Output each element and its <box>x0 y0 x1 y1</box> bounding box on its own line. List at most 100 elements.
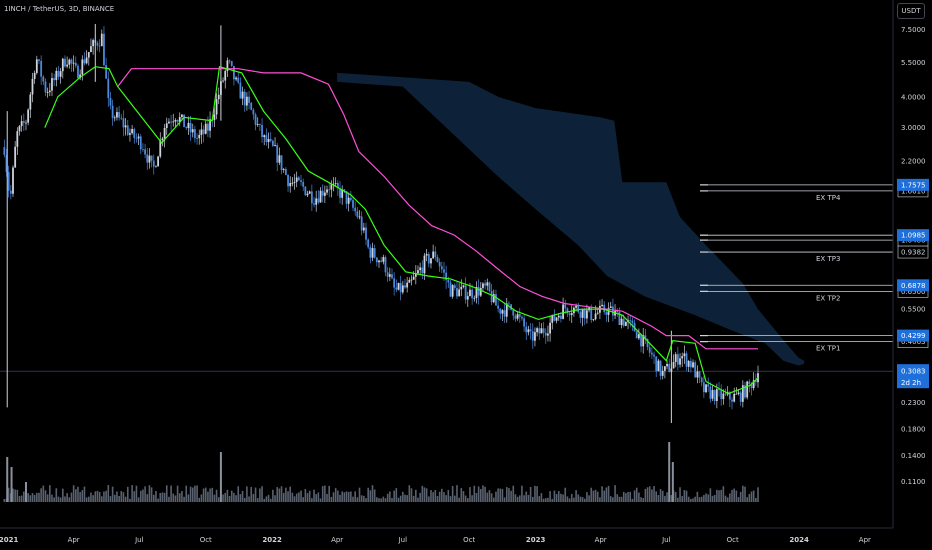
candle-body <box>458 289 461 297</box>
candle-body <box>388 274 391 277</box>
candle-body <box>77 65 79 79</box>
volume-bar <box>512 485 515 502</box>
volume-bar <box>313 489 315 502</box>
volume-bar <box>633 490 636 502</box>
volume-bar <box>207 491 209 502</box>
target-label: EX TP2 <box>816 294 840 302</box>
candle-body <box>575 305 577 308</box>
candle-body <box>207 123 209 131</box>
target-top-label <box>897 229 929 242</box>
volume-bar <box>42 485 45 502</box>
candle-body <box>382 257 385 262</box>
candle-body <box>83 59 86 64</box>
candle-body <box>531 331 534 341</box>
y-tick-label: 0.5500 <box>901 306 926 314</box>
volume-bar <box>521 485 523 502</box>
volume-bar <box>341 491 343 502</box>
candle-body <box>380 260 383 262</box>
volume-bar <box>33 494 36 502</box>
volume-bar <box>609 496 612 502</box>
volume-bar <box>389 491 391 502</box>
candle-body <box>733 393 736 402</box>
volume-bar <box>109 496 112 502</box>
candle-body <box>722 393 725 400</box>
candle-body <box>752 380 755 389</box>
candle-body <box>360 216 363 231</box>
candle-body <box>198 134 201 139</box>
candle-body <box>464 285 467 300</box>
volume-bar <box>155 491 157 502</box>
candle-body <box>328 189 331 191</box>
volume-bar <box>657 495 660 502</box>
candle-body <box>748 381 751 384</box>
candle-body <box>70 59 73 64</box>
candle-body <box>440 266 443 270</box>
volume-bars <box>3 442 759 502</box>
candle-body <box>475 286 478 298</box>
candle-body <box>14 146 17 168</box>
volume-bar <box>687 496 690 502</box>
candle-body <box>488 282 491 291</box>
volume-bar <box>287 491 289 502</box>
y-tick-label: 0.9382 <box>901 249 926 257</box>
candle-body <box>618 312 621 326</box>
candle-body <box>204 123 207 134</box>
candle-body <box>302 181 305 187</box>
candle-body <box>3 147 6 155</box>
candle-body <box>280 155 283 170</box>
target-top-text: 0.6878 <box>901 282 926 290</box>
candle-body <box>449 282 452 297</box>
candle-body <box>477 286 480 296</box>
candle-body <box>676 354 679 365</box>
volume-bar <box>376 497 378 502</box>
currency-button[interactable]: USDT <box>897 3 925 19</box>
volume-bar <box>278 488 281 502</box>
volume-spike <box>24 482 27 502</box>
candle-body <box>624 321 627 326</box>
volume-bar <box>209 488 211 502</box>
price-axis-bg <box>893 0 932 550</box>
volume-bar <box>265 496 268 502</box>
candle-body <box>620 318 623 326</box>
candle-body <box>53 78 56 81</box>
volume-bar <box>402 491 404 502</box>
volume-bar <box>62 488 64 502</box>
candle-body <box>79 74 82 79</box>
candle-body <box>728 392 731 400</box>
volume-bar <box>635 487 638 502</box>
candle-body <box>414 273 417 277</box>
candle-body <box>356 211 359 217</box>
candle-body <box>432 251 435 259</box>
candle-body <box>25 122 27 124</box>
volume-bar <box>202 488 205 502</box>
candle-body <box>87 52 90 58</box>
candle-body <box>7 172 10 191</box>
volume-bar <box>391 497 393 502</box>
volume-bar <box>44 490 47 502</box>
candle-body <box>135 137 138 139</box>
candle-body <box>518 314 521 317</box>
volume-bar <box>666 492 668 502</box>
candle-body <box>529 329 532 332</box>
candle-body <box>453 285 456 288</box>
candle-body <box>293 181 296 183</box>
candle-body <box>116 112 118 118</box>
candle-body <box>538 328 541 334</box>
candle-body <box>365 227 367 240</box>
candle-body <box>109 98 112 106</box>
candle-body <box>90 46 92 53</box>
candle-body <box>549 322 551 334</box>
candle-body <box>81 59 84 75</box>
volume-bar <box>139 490 142 502</box>
current-price-label <box>897 364 929 389</box>
volume-bar <box>646 487 649 502</box>
x-tick-label: Apr <box>331 536 343 544</box>
candle-body <box>702 382 705 393</box>
volume-bar <box>230 490 233 502</box>
candle-body <box>514 315 517 319</box>
volume-bar <box>622 491 625 502</box>
candle-body <box>38 59 40 61</box>
candle-body <box>715 389 718 401</box>
